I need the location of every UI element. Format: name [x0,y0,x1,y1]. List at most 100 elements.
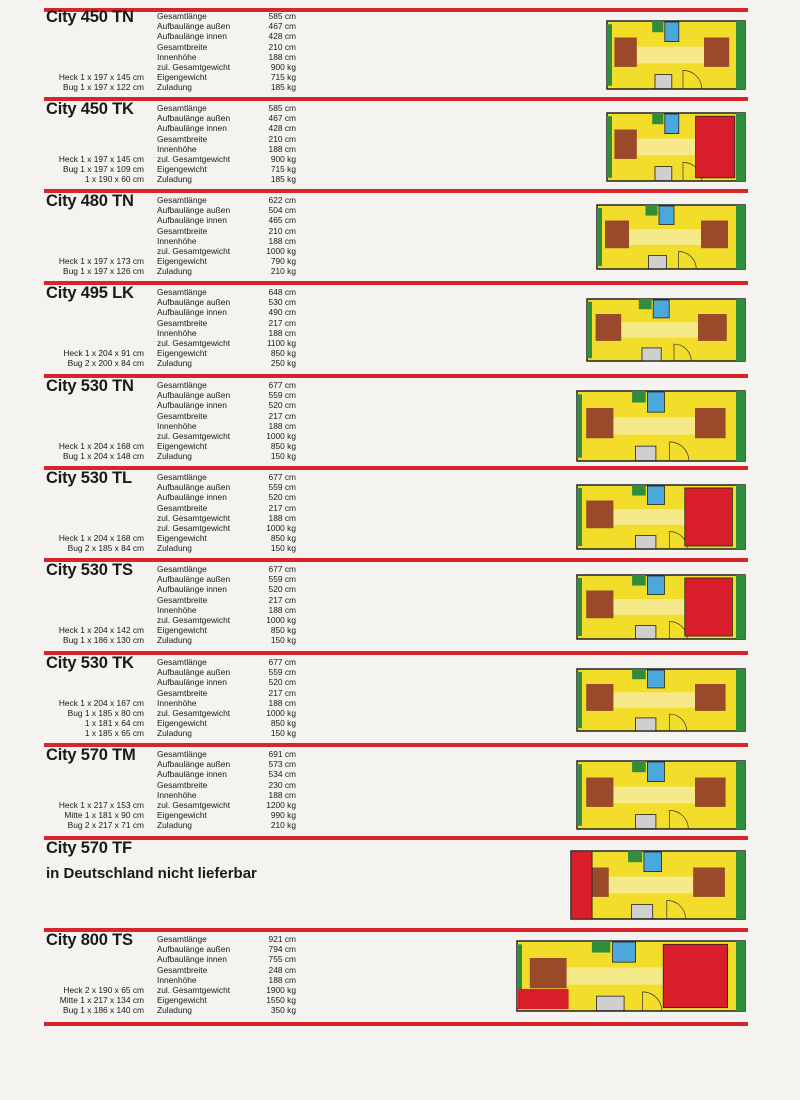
floorplan-aisle [636,46,704,64]
bed-size: Heck 1 x 204 x 142 cm [58,625,144,636]
spec-row: Zuladung 150 kg [157,451,302,461]
spec-value: 188 cm [268,512,296,523]
floorplan [576,574,746,640]
spec-label: Gesamtlänge [157,103,207,113]
spec-label: Aufbaulänge innen [157,307,227,318]
floorplan [586,298,746,362]
spec-row: Gesamtbreite 217 cm [157,411,302,421]
spec-row: zul. Gesamtgewicht 1200 kg [157,800,302,810]
spec-label: Gesamtbreite [157,225,208,236]
spec-label: Eigengewicht [157,625,207,636]
floorplan [570,850,746,920]
spec-label: Zuladung [157,82,192,93]
spec-value: 850 kg [270,441,296,452]
floorplan-aisle [613,599,695,615]
spec-row: Innenhöhe 188 cm [157,790,302,800]
model-name: City 530 TK [46,654,134,672]
spec-value: 150 kg [270,451,296,462]
spec-row: Aufbaulänge außen 559 cm [157,482,302,492]
floorplan-drawing [576,574,746,640]
model-name: City 570 TM [46,746,136,764]
spec-row: zul. Gesamtgewicht 1900 kg [157,985,302,995]
spec-row: Gesamtbreite 217 cm [157,688,302,698]
spec-value: 520 cm [268,492,296,503]
spec-label: Gesamtlänge [157,195,207,205]
spec-row: Aufbaulänge außen 559 cm [157,390,302,400]
spec-label: Innenhöhe [157,974,197,985]
spec-label: Zuladung [157,358,192,369]
floorplan-front-cabinet [517,944,522,1008]
spec-value: 185 kg [270,82,296,93]
floorplan-kitchen [648,255,667,270]
spec-value: 559 cm [268,667,296,678]
floorplan-front-cabinet [597,207,602,267]
spec-label: Innenhöhe [157,235,197,246]
spec-value: 790 kg [270,256,296,267]
floorplan-washroom [643,851,662,873]
spec-row: Zuladung 185 kg [157,82,302,92]
spec-row: Gesamtlänge 585 cm [157,103,302,113]
bed-dimensions: Heck 1 x 217 x 153 cm Mitte 1 x 181 x 90 … [34,800,144,831]
spec-label: Aufbaulänge innen [157,31,227,42]
spec-label: Aufbaulänge außen [157,574,231,585]
floorplan-front-table [595,314,622,341]
spec-value: 1200 kg [266,799,296,810]
floorplan-front-cabinet [587,301,592,359]
floorplan-wardrobe [632,485,646,496]
spec-row: Gesamtlänge 691 cm [157,749,302,759]
bed-size: Bug 1 x 197 x 122 cm [62,82,144,93]
spec-label: Aufbaulänge innen [157,123,227,134]
spec-label: zul. Gesamtgewicht [157,337,231,348]
spec-list: Gesamtlänge 677 cm Aufbaulänge außen 559 cm… [157,564,302,646]
bed-size: Heck 1 x 197 x 173 cm [58,256,144,267]
spec-value: 691 cm [268,749,296,759]
spec-value: 534 cm [268,769,296,780]
floorplan-rear-cabinet [736,21,745,89]
spec-value: 622 cm [268,195,296,205]
spec-value: 188 cm [268,51,296,62]
floorplan-front-table [605,220,629,249]
spec-row: Eigengewicht 850 kg [157,348,302,358]
floorplan-kitchen [631,904,654,919]
floorplan-rear-cabinet [736,205,745,269]
spec-row: zul. Gesamtgewicht 1000 kg [157,523,302,533]
bed-size: Heck 1 x 204 x 91 cm [63,348,144,359]
spec-row: zul. Gesamtgewicht 1100 kg [157,338,302,348]
floorplan-drawing [570,850,746,920]
bed-size: Bug 1 x 186 x 140 cm [62,1005,144,1016]
spec-label: Gesamtlänge [157,472,207,482]
floorplan-rear-bed [662,943,728,1009]
spec-label: Eigengewicht [157,348,207,359]
floorplan-rear-cabinet [736,941,745,1011]
spec-value: 150 kg [270,635,296,646]
spec-value: 217 cm [268,594,296,605]
spec-row: Gesamtbreite 210 cm [157,134,302,144]
bed-size: Heck 1 x 204 x 168 cm [58,441,144,452]
spec-list: Gesamtlänge 677 cm Aufbaulänge außen 559 cm… [157,380,302,462]
bed-size: Heck 1 x 204 x 167 cm [58,697,144,708]
spec-label: Innenhöhe [157,143,197,154]
floorplan-rear-cabinet [736,669,745,731]
spec-row: Aufbaulänge außen 559 cm [157,667,302,677]
floorplan-kitchen [635,445,657,461]
spec-value: 755 cm [268,954,296,965]
floorplan-front-table [614,129,637,159]
spec-value: 188 cm [268,697,296,708]
bed-size: Bug 1 x 197 x 126 cm [62,266,144,277]
spec-value: 573 cm [268,759,296,770]
spec-label: Gesamtlänge [157,11,207,21]
spec-label: Eigengewicht [157,533,207,544]
floorplan-front-table [586,500,614,529]
floorplan-drawing [586,298,746,362]
floorplan-rear-cabinet [736,575,745,639]
bed-dimensions: Heck 1 x 197 x 145 cm Bug 1 x 197 x 109 c… [34,154,144,185]
floorplan-wardrobe [645,205,658,216]
spec-list: Gesamtlänge 585 cm Aufbaulänge außen 467 cm… [157,11,302,93]
spec-row: Gesamtlänge 648 cm [157,287,302,297]
floorplan-front-table [586,590,614,619]
spec-label: Gesamtlänge [157,564,207,574]
spec-row: Gesamtlänge 677 cm [157,380,302,390]
bed-size: Heck 1 x 197 x 145 cm [58,154,144,164]
spec-list: Gesamtlänge 677 cm Aufbaulänge außen 559 cm… [157,657,302,739]
section-divider [44,97,748,101]
